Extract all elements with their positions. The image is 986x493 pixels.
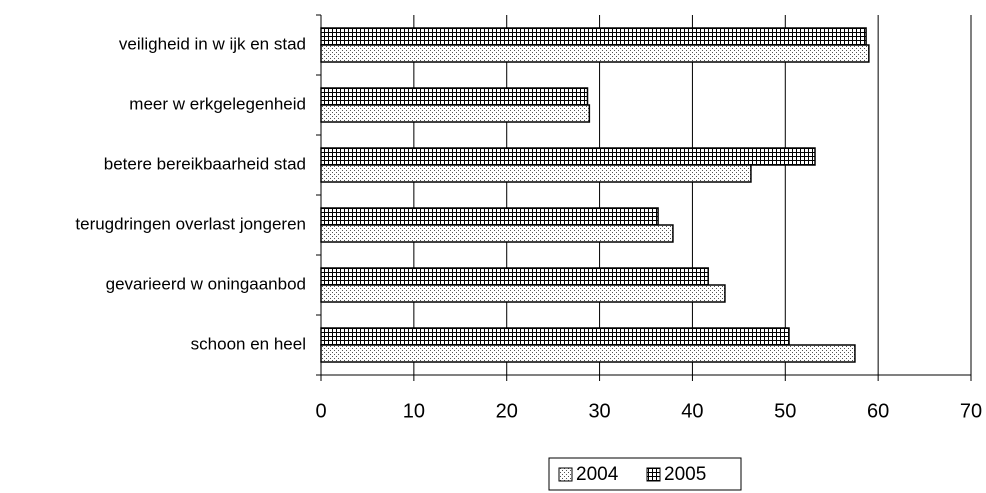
bar: [320, 284, 726, 303]
x-tick-label: 10: [403, 400, 425, 422]
bar: [320, 267, 709, 286]
legend-label: 2004: [576, 464, 619, 485]
y-tick-label: gevarieerd w oningaanbod: [106, 274, 306, 293]
y-tick-label: schoon en heel: [191, 334, 306, 353]
y-tick-label: meer w erkgelegenheid: [129, 94, 306, 113]
x-tick-label: 30: [588, 400, 610, 422]
bar: [320, 44, 870, 63]
bar: [320, 104, 591, 123]
legend-box: [548, 457, 742, 491]
bar: [320, 27, 867, 46]
legend-label: 2005: [664, 464, 706, 485]
legend-swatch: [558, 467, 573, 482]
x-tick-label: 60: [867, 400, 889, 422]
x-tick-label: 0: [315, 400, 326, 422]
y-tick-label: veiligheid in w ijk en stad: [119, 34, 306, 53]
bar: [320, 344, 856, 363]
bar: [320, 147, 816, 166]
y-tick-label: betere bereikbaarheid stad: [104, 154, 306, 173]
legend-swatch: [646, 467, 661, 482]
x-tick-label: 50: [774, 400, 796, 422]
bar: [320, 207, 659, 226]
x-tick-label: 70: [960, 400, 982, 422]
x-tick-label: 20: [496, 400, 518, 422]
x-tick-label: 40: [681, 400, 703, 422]
bar: [320, 224, 674, 243]
y-tick-label: terugdringen overlast jongeren: [75, 214, 306, 233]
bar: [320, 87, 589, 106]
bar: [320, 164, 752, 183]
bar: [320, 327, 790, 346]
